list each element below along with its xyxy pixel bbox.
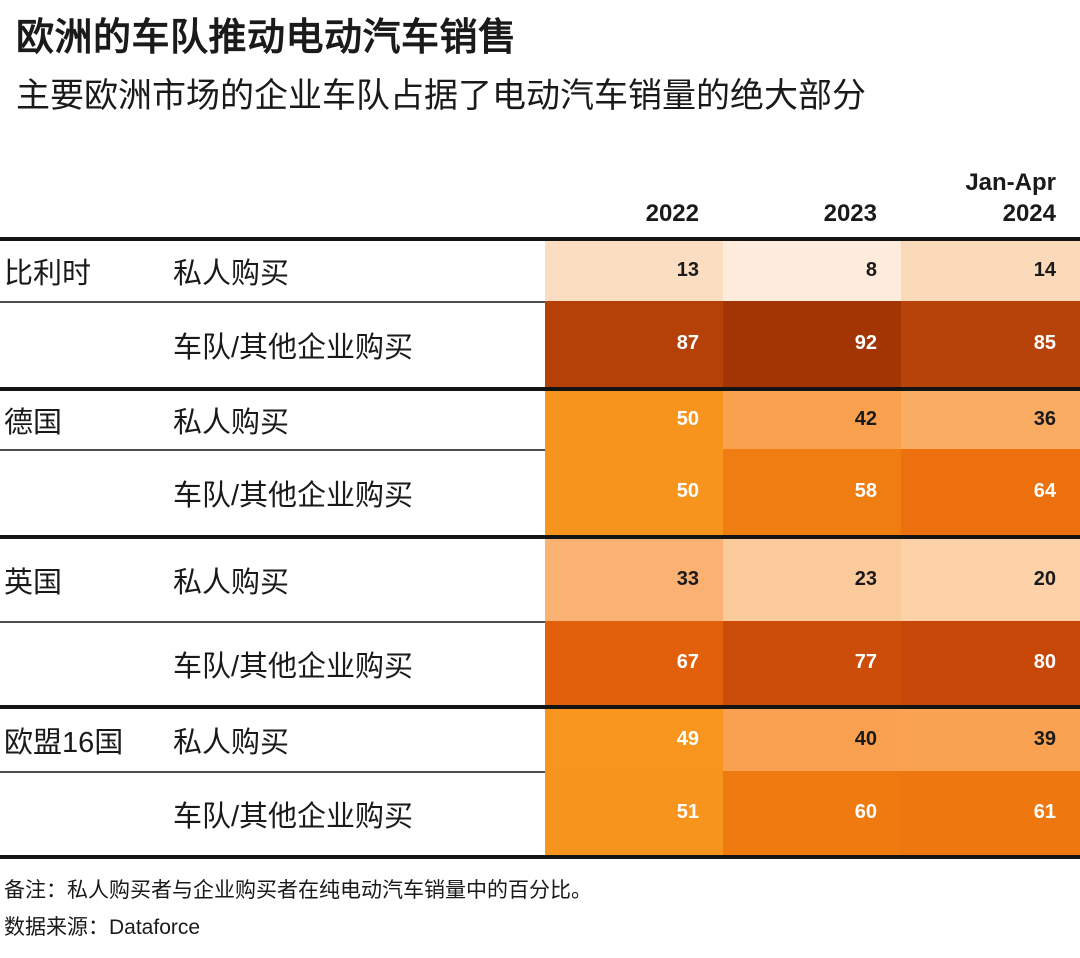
category-label: 车队/其他企业购买 [173,620,545,705]
value-cell: 85 [901,300,1080,387]
value-cell: 20 [901,538,1080,621]
value-cell: 64 [901,448,1080,535]
value-cell: 13 [545,240,723,301]
value-cell: 67 [545,620,723,705]
category-label: 私人购买 [173,538,545,621]
table-row: 车队/其他企业购买 87 92 85 [0,300,1080,387]
country-label [0,620,173,705]
table-row: 英国 私人购买 33 23 20 [0,538,1080,621]
column-header-2023: 2023 [823,199,877,227]
country-group: 比利时 私人购买 13 8 14 车队/其他企业购买 87 92 85 [0,236,1080,387]
country-group: 英国 私人购买 33 23 20 车队/其他企业购买 67 77 80 [0,534,1080,705]
value-cell: 58 [723,448,901,535]
table-row: 比利时 私人购买 13 8 14 [0,240,1080,301]
category-label: 私人购买 [173,240,545,301]
country-label: 欧盟16国 [0,708,173,771]
value-cell: 49 [545,708,723,771]
table-row: 车队/其他企业购买 51 60 61 [0,770,1080,855]
table-row: 欧盟16国 私人购买 49 40 39 [0,708,1080,771]
category-label: 车队/其他企业购买 [173,300,545,387]
category-label: 车队/其他企业购买 [173,770,545,855]
value-cell: 50 [545,448,723,535]
country-group: 德国 私人购买 50 42 36 车队/其他企业购买 50 58 64 [0,386,1080,535]
country-label [0,300,173,387]
country-label: 英国 [0,538,173,621]
value-cell: 51 [545,770,723,855]
chart-title: 欧洲的车队推动电动汽车销售 [16,17,517,59]
data-source: 数据来源：Dataforce [4,916,201,940]
column-header-jan-apr-2024: Jan-Apr 2024 [965,168,1056,227]
value-cell: 92 [723,300,901,387]
country-label: 比利时 [0,240,173,301]
value-cell: 87 [545,300,723,387]
country-label [0,770,173,855]
value-cell: 77 [723,620,901,705]
value-cell: 40 [723,708,901,771]
category-label: 私人购买 [173,390,545,449]
country-group: 欧盟16国 私人购买 49 40 39 车队/其他企业购买 51 60 61 [0,704,1080,855]
table-row: 德国 私人购买 50 42 36 [0,390,1080,449]
country-label: 德国 [0,390,173,449]
value-cell: 23 [723,538,901,621]
category-label: 私人购买 [173,708,545,771]
value-cell: 50 [545,390,723,449]
column-header-2022: 2022 [645,199,699,227]
value-cell: 60 [723,770,901,855]
column-headers: 2022 2023 Jan-Apr 2024 [0,167,1080,237]
category-label: 车队/其他企业购买 [173,448,545,535]
country-label [0,448,173,535]
table-row: 车队/其他企业购买 50 58 64 [0,448,1080,535]
heatmap-table: 比利时 私人购买 13 8 14 车队/其他企业购买 87 92 85 德国 私人购买 50 42 36 车… [0,236,1080,859]
value-cell: 14 [901,240,1080,301]
value-cell: 33 [545,538,723,621]
value-cell: 80 [901,620,1080,705]
table-row: 车队/其他企业购买 67 77 80 [0,620,1080,705]
value-cell: 36 [901,390,1080,449]
value-cell: 8 [723,240,901,301]
value-cell: 42 [723,390,901,449]
value-cell: 39 [901,708,1080,771]
footnote: 备注：私人购买者与企业购买者在纯电动汽车销量中的百分比。 [4,878,592,902]
value-cell: 61 [901,770,1080,855]
chart-subtitle: 主要欧洲市场的企业车队占据了电动汽车销量的绝大部分 [16,76,866,115]
